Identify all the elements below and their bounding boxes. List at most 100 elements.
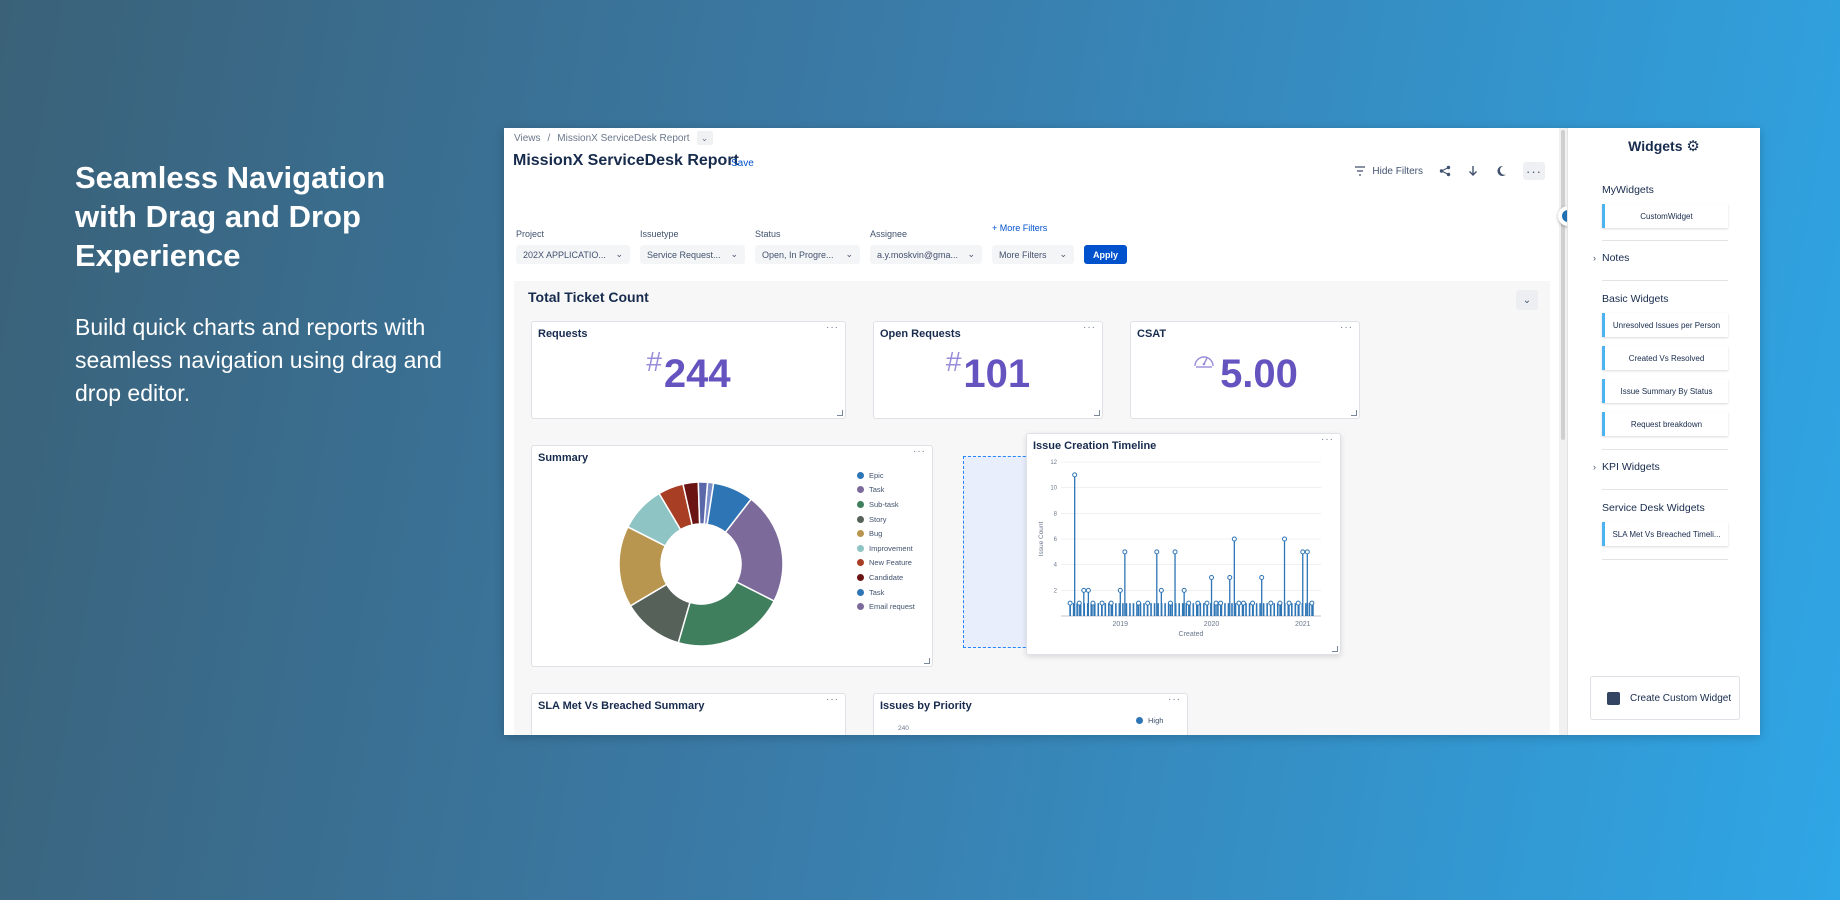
resize-handle[interactable] xyxy=(1332,646,1338,652)
data-point[interactable] xyxy=(1295,600,1301,606)
chevron-right-icon[interactable]: › xyxy=(1593,462,1596,472)
card-menu-button[interactable]: ··· xyxy=(1083,322,1096,333)
save-link[interactable]: Save xyxy=(731,158,754,169)
apply-button[interactable]: Apply xyxy=(1084,245,1128,264)
data-point[interactable] xyxy=(1195,600,1201,606)
data-point[interactable] xyxy=(1259,575,1265,580)
legend-item[interactable]: Candidate xyxy=(857,570,915,585)
card-menu-button[interactable]: ··· xyxy=(1168,694,1181,705)
issue-creation-timeline-card[interactable]: Issue Creation Timeline ··· 2 4 6 8 10 12 2019… xyxy=(1026,433,1341,655)
data-point[interactable] xyxy=(1067,600,1073,606)
data-point[interactable] xyxy=(1218,600,1224,606)
widget-item-created-vs-resolved[interactable]: Created Vs Resolved xyxy=(1602,346,1728,370)
scrollbar-thumb[interactable] xyxy=(1561,130,1565,440)
data-point[interactable] xyxy=(1172,549,1178,555)
data-point[interactable] xyxy=(1300,549,1306,555)
widget-item-request-breakdown[interactable]: Request breakdown xyxy=(1602,412,1728,436)
legend-item[interactable]: Task xyxy=(857,483,915,498)
card-menu-button[interactable]: ··· xyxy=(913,446,926,457)
data-point[interactable] xyxy=(1081,587,1087,593)
data-point[interactable] xyxy=(1099,600,1105,606)
legend-item[interactable]: Sub-task xyxy=(857,497,915,512)
data-point[interactable] xyxy=(1282,536,1288,542)
card-menu-button[interactable]: ··· xyxy=(826,322,839,333)
data-point[interactable] xyxy=(1268,600,1274,606)
legend-item[interactable]: Task xyxy=(857,585,915,600)
data-point[interactable] xyxy=(1209,575,1215,580)
widget-item-custom[interactable]: CustomWidget xyxy=(1602,204,1728,228)
csat-card[interactable]: CSAT ··· 5.00 xyxy=(1130,321,1360,419)
resize-handle[interactable] xyxy=(1094,410,1100,416)
data-point[interactable] xyxy=(1227,575,1233,580)
data-point[interactable] xyxy=(1145,600,1151,606)
data-point[interactable] xyxy=(1236,600,1242,606)
card-menu-button[interactable]: ··· xyxy=(826,694,839,705)
download-icon[interactable] xyxy=(1467,165,1479,177)
resize-handle[interactable] xyxy=(1351,410,1357,416)
legend-item[interactable]: Epic xyxy=(857,468,915,483)
share-icon[interactable] xyxy=(1439,165,1451,177)
data-point[interactable] xyxy=(1231,536,1237,542)
data-point[interactable] xyxy=(1072,472,1078,478)
sla-summary-card[interactable]: SLA Met Vs Breached Summary ··· xyxy=(531,693,846,735)
legend-item[interactable]: Story xyxy=(857,512,915,527)
resize-handle[interactable] xyxy=(924,658,930,664)
collapse-section-button[interactable]: ⌄ xyxy=(1516,290,1538,310)
issuetype-select[interactable]: Service Request... ⌄ xyxy=(640,245,745,264)
breadcrumb-views[interactable]: Views xyxy=(514,132,541,144)
chevron-down-icon[interactable]: ⌄ xyxy=(696,131,713,145)
open-requests-card[interactable]: Open Requests ··· #101 xyxy=(873,321,1103,419)
data-point[interactable] xyxy=(1250,600,1256,606)
widget-item-issue-summary[interactable]: Issue Summary By Status xyxy=(1602,379,1728,403)
assignee-select[interactable]: a.y.moskvin@gma... ⌄ xyxy=(870,245,982,264)
data-point[interactable] xyxy=(1108,600,1114,606)
more-actions-button[interactable]: ··· xyxy=(1523,162,1545,180)
data-point[interactable] xyxy=(1181,587,1187,593)
status-select[interactable]: Open, In Progre... ⌄ xyxy=(755,245,860,264)
data-point[interactable] xyxy=(1158,587,1164,593)
data-point[interactable] xyxy=(1076,600,1082,606)
data-point[interactable] xyxy=(1154,549,1160,555)
donut-slice[interactable] xyxy=(724,498,784,603)
data-point[interactable] xyxy=(1186,600,1192,606)
more-filters-link[interactable]: + More Filters xyxy=(992,223,1074,233)
data-point[interactable] xyxy=(1204,600,1210,606)
widget-item-unresolved[interactable]: Unresolved Issues per Person xyxy=(1602,313,1728,337)
legend-item[interactable]: Bug xyxy=(857,526,915,541)
chevron-right-icon[interactable]: › xyxy=(1593,253,1596,263)
hide-filters-button[interactable]: Hide Filters xyxy=(1354,166,1423,177)
data-point[interactable] xyxy=(1286,600,1292,606)
data-point[interactable] xyxy=(1085,587,1091,593)
card-menu-button[interactable]: ··· xyxy=(1340,322,1353,333)
data-point[interactable] xyxy=(1309,600,1315,606)
notes-heading[interactable]: Notes xyxy=(1602,252,1630,264)
data-point[interactable] xyxy=(1136,600,1142,606)
donut-slice[interactable] xyxy=(697,481,709,525)
vertical-scrollbar[interactable] xyxy=(1559,128,1567,735)
data-point[interactable] xyxy=(1240,600,1246,606)
legend-item[interactable]: Improvement xyxy=(857,541,915,556)
more-filters-select[interactable]: More Filters ⌄ xyxy=(992,245,1074,264)
data-point[interactable] xyxy=(1090,600,1096,606)
donut-slice[interactable] xyxy=(677,581,776,647)
kpi-widgets-heading[interactable]: KPI Widgets xyxy=(1602,461,1660,473)
create-custom-widget-button[interactable]: Create Custom Widget xyxy=(1590,676,1740,720)
legend-item[interactable]: Email request xyxy=(857,599,915,614)
moon-icon[interactable] xyxy=(1495,165,1507,177)
data-point[interactable] xyxy=(1167,600,1173,606)
resize-handle[interactable] xyxy=(837,410,843,416)
data-point[interactable] xyxy=(1117,587,1123,593)
breadcrumb-current[interactable]: MissionX ServiceDesk Report xyxy=(557,132,690,144)
requests-card[interactable]: Requests ··· #244 xyxy=(531,321,846,419)
widget-item-sla-timeline[interactable]: SLA Met Vs Breached Timeli... xyxy=(1602,522,1728,546)
legend-item[interactable]: New Feature xyxy=(857,556,915,571)
issues-by-priority-card[interactable]: Issues by Priority ··· High 240 xyxy=(873,693,1188,735)
data-point[interactable] xyxy=(1304,549,1310,555)
card-menu-button[interactable]: ··· xyxy=(1321,434,1334,445)
data-point[interactable] xyxy=(1213,600,1219,606)
project-select[interactable]: 202X APPLICATIO... ⌄ xyxy=(516,245,630,264)
gear-icon[interactable]: ⚙ xyxy=(1686,138,1700,155)
data-point[interactable] xyxy=(1122,549,1128,555)
data-point[interactable] xyxy=(1277,600,1283,606)
summary-card[interactable]: Summary ··· Epic Task Sub-task Story Bug Impr… xyxy=(531,445,933,667)
